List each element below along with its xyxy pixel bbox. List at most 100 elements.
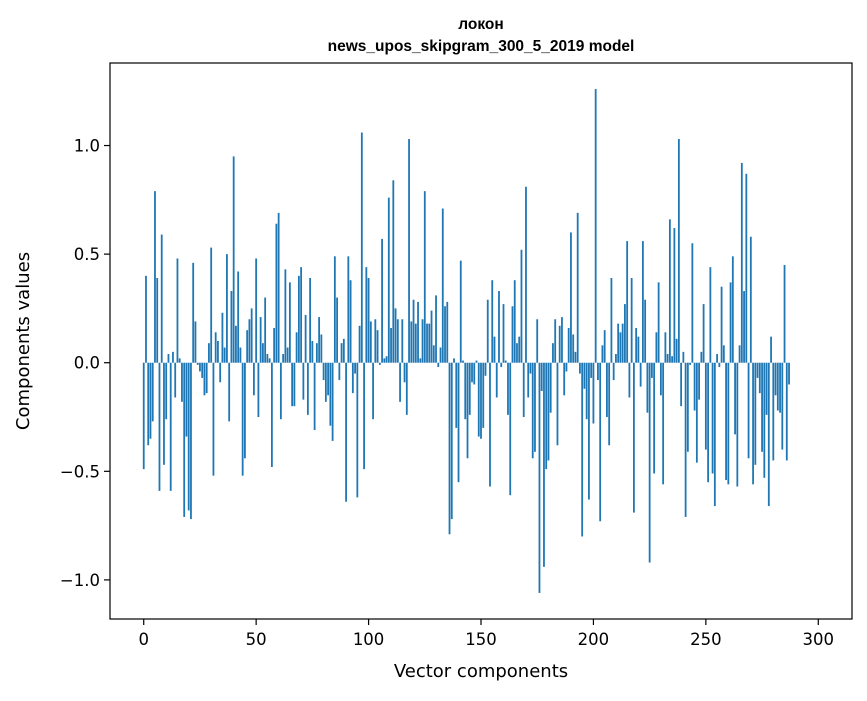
bar-104: [376, 330, 379, 363]
bar-0: [142, 362, 145, 470]
bar-138: [453, 358, 455, 363]
bar-173: [531, 362, 534, 459]
bar-197: [585, 362, 588, 420]
bar-269: [747, 362, 750, 459]
bar-233: [666, 354, 669, 363]
bar-279: [770, 336, 772, 363]
bar-68: [295, 332, 298, 363]
bar-174: [534, 362, 536, 452]
bar-247: [698, 362, 700, 400]
bar-8: [160, 234, 163, 363]
y-tick-label: −1.0: [60, 571, 100, 590]
bar-56: [268, 358, 271, 363]
bar-245: [693, 362, 696, 411]
chart-subtitle: news_upos_skipgram_300_5_2019 model: [328, 38, 635, 55]
bar-142: [462, 360, 464, 363]
bar-38: [228, 362, 231, 422]
bar-249: [702, 304, 705, 363]
bar-135: [446, 301, 449, 363]
bar-177: [540, 362, 543, 391]
bar-198: [588, 362, 590, 500]
bar-4: [151, 362, 154, 422]
bar-116: [403, 362, 406, 383]
bar-20: [187, 362, 190, 511]
bar-42: [237, 271, 240, 363]
bar-188: [565, 362, 568, 372]
bar-248: [700, 351, 703, 363]
bar-119: [410, 321, 413, 363]
bar-35: [221, 312, 224, 363]
bar-275: [761, 362, 763, 452]
bar-90: [345, 362, 347, 502]
bar-190: [570, 232, 572, 363]
plot-frame: [109, 62, 853, 620]
bar-111: [392, 180, 395, 363]
bar-121: [414, 323, 417, 363]
bar-77: [315, 343, 318, 363]
bar-133: [441, 208, 444, 363]
bar-82: [327, 362, 329, 396]
bar-263: [734, 362, 736, 435]
bar-182: [552, 343, 554, 363]
bar-253: [711, 362, 714, 474]
bar-155: [491, 280, 494, 363]
bar-134: [444, 306, 446, 363]
bar-281: [774, 362, 777, 396]
bar-83: [329, 362, 332, 426]
bar-165: [513, 280, 516, 363]
bar-86: [336, 297, 338, 363]
bar-277: [765, 362, 768, 415]
bar-231: [662, 362, 665, 485]
y-axis-ticks: −1.0 −0.5 0.0 0.5 1.0: [60, 137, 110, 590]
bar-12: [169, 362, 172, 491]
bar-24: [196, 362, 199, 365]
bar-186: [561, 317, 563, 363]
bar-189: [567, 327, 570, 363]
bar-273: [756, 362, 759, 378]
bar-240: [682, 351, 685, 363]
bar-127: [428, 323, 431, 363]
bar-112: [394, 308, 397, 363]
bar-46: [246, 330, 249, 363]
bar-96: [358, 325, 361, 363]
bar-211: [617, 323, 620, 363]
bar-216: [628, 362, 631, 398]
bar-163: [509, 362, 512, 496]
bar-204: [601, 345, 604, 363]
bar-148: [475, 360, 478, 363]
bar-207: [608, 362, 611, 446]
bar-286: [785, 362, 788, 461]
bar-30: [210, 247, 213, 363]
bar-126: [426, 323, 428, 363]
bar-254: [713, 362, 716, 507]
bar-167: [518, 336, 521, 363]
bar-129: [432, 345, 435, 363]
bar-55: [266, 354, 269, 363]
bar-176: [538, 362, 541, 593]
bar-84: [331, 362, 334, 441]
bar-13: [172, 351, 174, 363]
bar-202: [597, 362, 599, 381]
bar-203: [599, 362, 602, 522]
bar-25: [199, 362, 201, 372]
bar-102: [372, 362, 374, 420]
bar-146: [471, 362, 473, 383]
bar-81: [324, 362, 327, 402]
bar-171: [527, 362, 530, 398]
bar-76: [313, 362, 316, 431]
bar-151: [482, 362, 485, 428]
bar-212: [619, 332, 622, 363]
bar-136: [448, 362, 451, 535]
bar-113: [396, 319, 399, 363]
bar-217: [630, 278, 633, 363]
bar-132: [439, 347, 442, 363]
bar-47: [248, 319, 251, 363]
bar-49: [253, 362, 255, 396]
bar-250: [704, 362, 707, 450]
bar-22: [192, 262, 195, 363]
bar-33: [217, 341, 219, 363]
bar-234: [668, 219, 671, 363]
bar-184: [556, 362, 559, 446]
